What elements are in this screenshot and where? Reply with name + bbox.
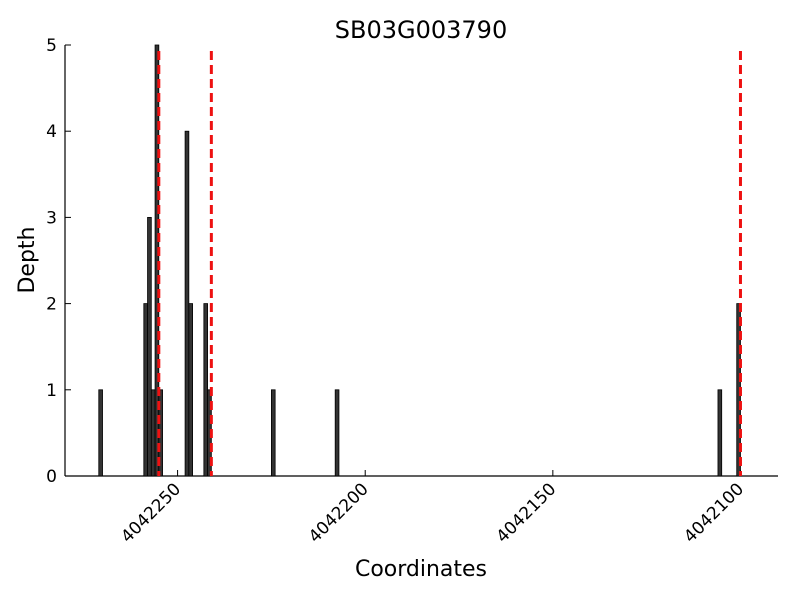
- y-tick-label: 4: [46, 122, 57, 142]
- y-tick-label: 2: [46, 295, 57, 315]
- y-tick-label: 0: [46, 467, 57, 487]
- x-tick-label: 4042150: [493, 479, 561, 547]
- x-axis-label: Coordinates: [355, 557, 487, 582]
- chart-title: SB03G003790: [335, 16, 507, 44]
- bar: [143, 303, 148, 477]
- x-tick-label: 4042100: [680, 479, 748, 547]
- x-tick-label: 4042250: [117, 479, 185, 547]
- bar: [717, 389, 723, 477]
- bar: [150, 389, 156, 477]
- bar: [270, 389, 276, 477]
- bar: [184, 130, 190, 477]
- bar: [334, 389, 340, 477]
- y-tick-label: 5: [46, 36, 57, 56]
- bar: [203, 303, 208, 477]
- y-tick-label: 1: [46, 381, 57, 401]
- y-axis-label: Depth: [15, 226, 40, 293]
- bar: [147, 216, 152, 477]
- y-tick-label: 3: [46, 208, 57, 228]
- x-tick-label: 4042200: [305, 479, 373, 547]
- bar: [188, 303, 193, 477]
- bar: [154, 44, 160, 477]
- bar: [98, 389, 103, 477]
